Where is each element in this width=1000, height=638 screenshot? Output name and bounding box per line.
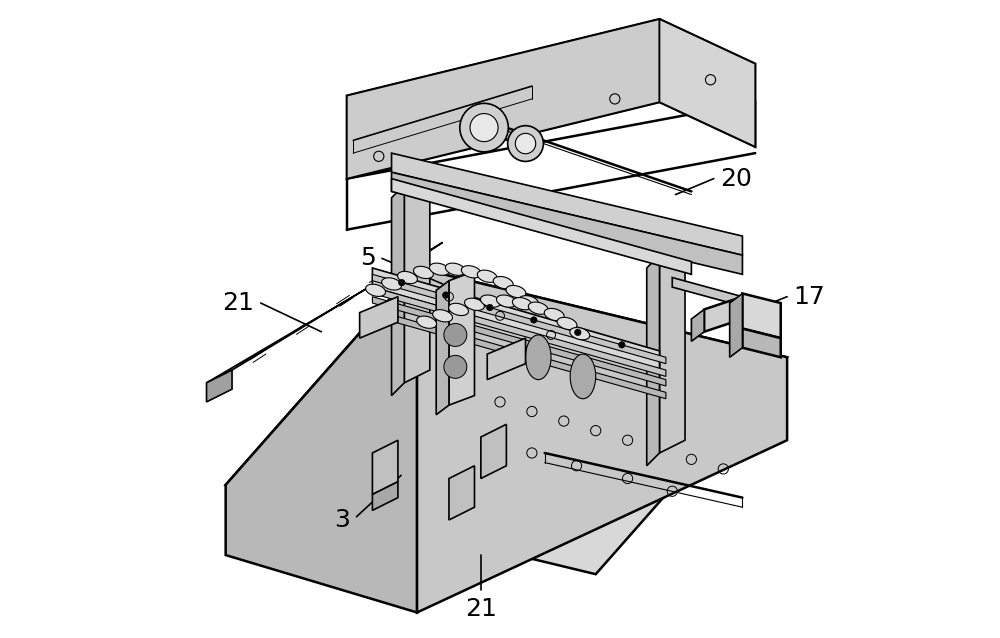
Polygon shape bbox=[392, 179, 691, 274]
Polygon shape bbox=[372, 274, 666, 364]
Polygon shape bbox=[372, 482, 398, 510]
Circle shape bbox=[575, 329, 581, 336]
Polygon shape bbox=[480, 295, 500, 308]
Polygon shape bbox=[372, 297, 666, 386]
Polygon shape bbox=[226, 268, 417, 612]
Polygon shape bbox=[429, 263, 449, 276]
Ellipse shape bbox=[526, 335, 551, 380]
Circle shape bbox=[444, 323, 467, 346]
Polygon shape bbox=[449, 271, 474, 405]
Polygon shape bbox=[398, 271, 417, 284]
Polygon shape bbox=[366, 284, 386, 297]
Circle shape bbox=[487, 304, 493, 311]
Polygon shape bbox=[544, 308, 564, 321]
Polygon shape bbox=[392, 153, 742, 255]
Polygon shape bbox=[742, 293, 781, 338]
Polygon shape bbox=[226, 268, 787, 574]
Polygon shape bbox=[392, 172, 742, 274]
Circle shape bbox=[508, 126, 543, 161]
Text: 17: 17 bbox=[793, 285, 825, 309]
Polygon shape bbox=[519, 295, 539, 308]
Polygon shape bbox=[433, 309, 453, 322]
Polygon shape bbox=[477, 270, 497, 283]
Polygon shape bbox=[557, 317, 577, 330]
Polygon shape bbox=[465, 298, 484, 311]
Polygon shape bbox=[413, 266, 433, 279]
Polygon shape bbox=[660, 242, 685, 453]
Polygon shape bbox=[445, 263, 465, 276]
Polygon shape bbox=[528, 302, 548, 315]
Text: 3: 3 bbox=[334, 508, 350, 532]
Polygon shape bbox=[372, 287, 666, 376]
Polygon shape bbox=[417, 316, 437, 329]
Polygon shape bbox=[672, 278, 742, 306]
Polygon shape bbox=[487, 338, 526, 380]
Circle shape bbox=[460, 103, 508, 152]
Polygon shape bbox=[404, 172, 430, 383]
Polygon shape bbox=[372, 309, 666, 399]
Polygon shape bbox=[449, 303, 468, 316]
Polygon shape bbox=[449, 466, 474, 520]
Polygon shape bbox=[347, 19, 660, 179]
Polygon shape bbox=[704, 297, 742, 332]
Polygon shape bbox=[436, 281, 449, 415]
Polygon shape bbox=[461, 265, 481, 278]
Circle shape bbox=[399, 279, 405, 286]
Circle shape bbox=[619, 342, 625, 348]
Text: 20: 20 bbox=[720, 167, 752, 191]
Polygon shape bbox=[730, 293, 742, 357]
Polygon shape bbox=[512, 297, 532, 310]
Ellipse shape bbox=[570, 354, 596, 399]
Polygon shape bbox=[506, 285, 526, 298]
Polygon shape bbox=[647, 255, 660, 466]
Text: 21: 21 bbox=[222, 291, 254, 315]
Circle shape bbox=[515, 133, 536, 154]
Circle shape bbox=[444, 355, 467, 378]
Polygon shape bbox=[493, 276, 513, 289]
Circle shape bbox=[443, 292, 449, 299]
Polygon shape bbox=[207, 370, 232, 402]
Polygon shape bbox=[481, 424, 506, 478]
Polygon shape bbox=[360, 297, 398, 338]
Polygon shape bbox=[570, 327, 590, 340]
Text: 21: 21 bbox=[465, 597, 497, 621]
Text: 5: 5 bbox=[360, 246, 376, 271]
Polygon shape bbox=[417, 268, 787, 612]
Polygon shape bbox=[382, 278, 401, 290]
Polygon shape bbox=[496, 295, 516, 308]
Polygon shape bbox=[372, 268, 660, 370]
Polygon shape bbox=[392, 185, 404, 396]
Polygon shape bbox=[207, 242, 443, 383]
Polygon shape bbox=[660, 19, 755, 147]
Polygon shape bbox=[347, 19, 755, 179]
Circle shape bbox=[531, 317, 537, 323]
Polygon shape bbox=[742, 329, 781, 357]
Polygon shape bbox=[372, 440, 398, 494]
Circle shape bbox=[470, 114, 498, 142]
Polygon shape bbox=[691, 309, 704, 341]
